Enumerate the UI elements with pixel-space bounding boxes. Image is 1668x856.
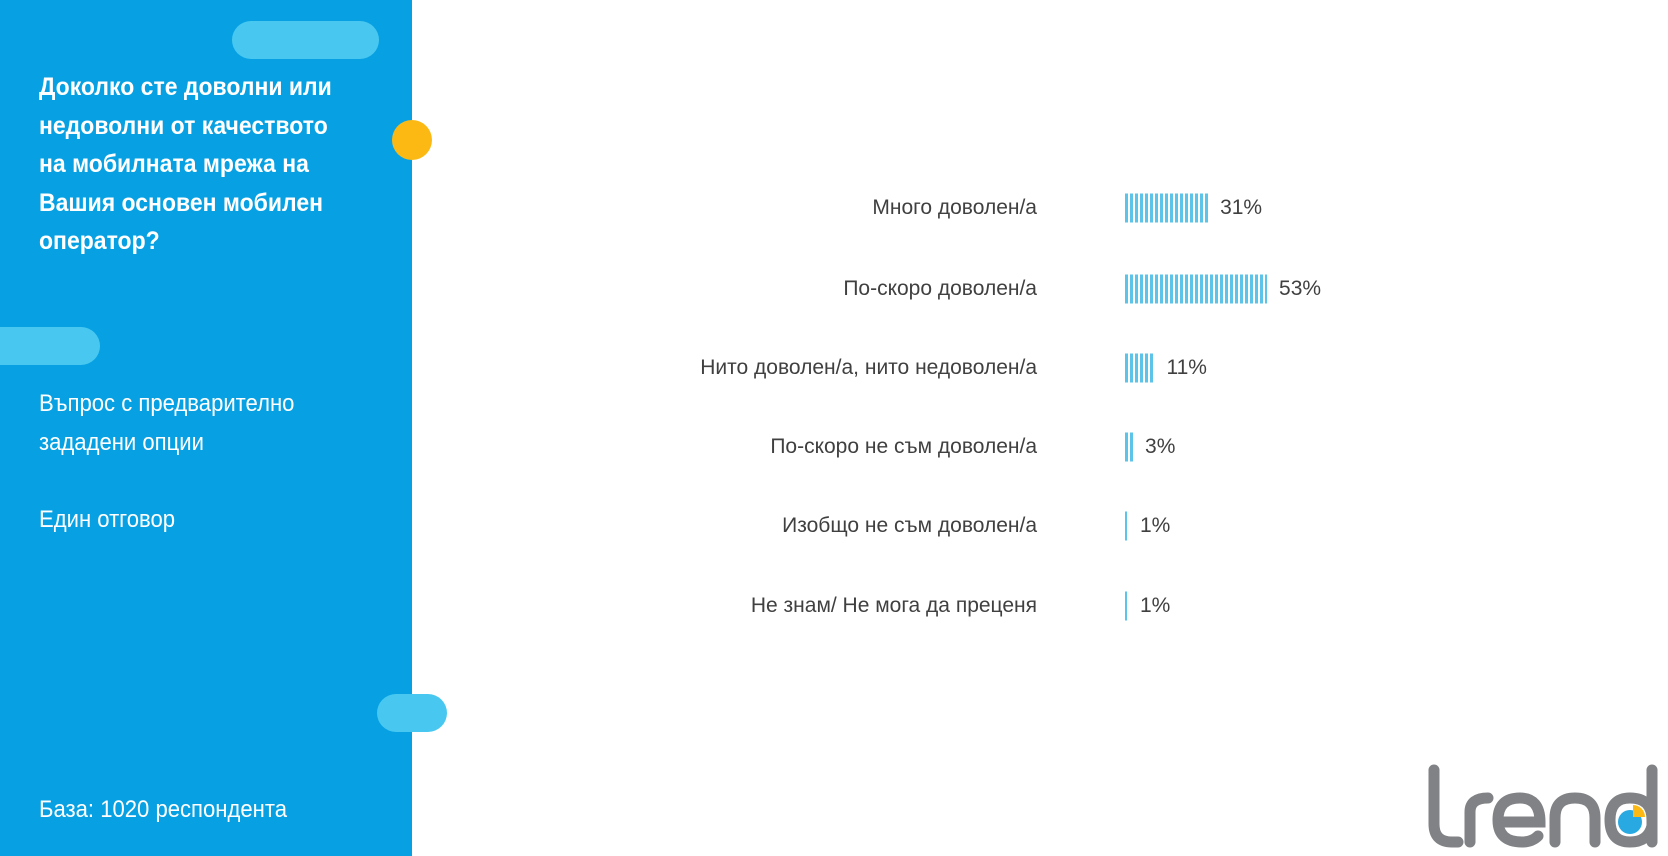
value-label: 53%	[1279, 277, 1322, 300]
trend-logo	[1428, 764, 1658, 848]
bar	[1125, 353, 1155, 383]
decor-pill-top	[232, 21, 379, 59]
decor-dot	[392, 120, 432, 160]
decor-pill-bottom	[377, 694, 447, 732]
bar	[1125, 432, 1134, 462]
category-label: Нито доволен/а, нито недоволен/а	[700, 356, 1037, 379]
base-count: База: 1020 респондента	[39, 796, 287, 823]
bar	[1125, 193, 1209, 223]
sidebar	[0, 0, 412, 856]
category-label: Не знам/ Не мога да преценя	[750, 594, 1037, 617]
category-label: Изобщо не съм доволен/а	[782, 514, 1037, 537]
value-label: 3%	[1145, 435, 1176, 458]
category-label: Много доволен/а	[872, 196, 1037, 219]
category-label: По-скоро доволен/а	[843, 277, 1037, 300]
decor-pill-left	[0, 327, 100, 365]
bar	[1125, 274, 1268, 304]
answer-type: Един отговор	[39, 506, 176, 533]
value-label: 1%	[1140, 514, 1171, 537]
question-type: Въпрос с предварително зададени опции	[39, 390, 295, 456]
value-label: 1%	[1140, 594, 1171, 617]
bar	[1125, 591, 1127, 621]
category-label: По-скоро не съм доволен/а	[770, 435, 1037, 458]
bar	[1125, 511, 1127, 541]
value-label: 31%	[1220, 196, 1263, 219]
question-title: Доколко сте доволни или недоволни от кач…	[39, 73, 332, 255]
value-label: 11%	[1166, 356, 1207, 379]
